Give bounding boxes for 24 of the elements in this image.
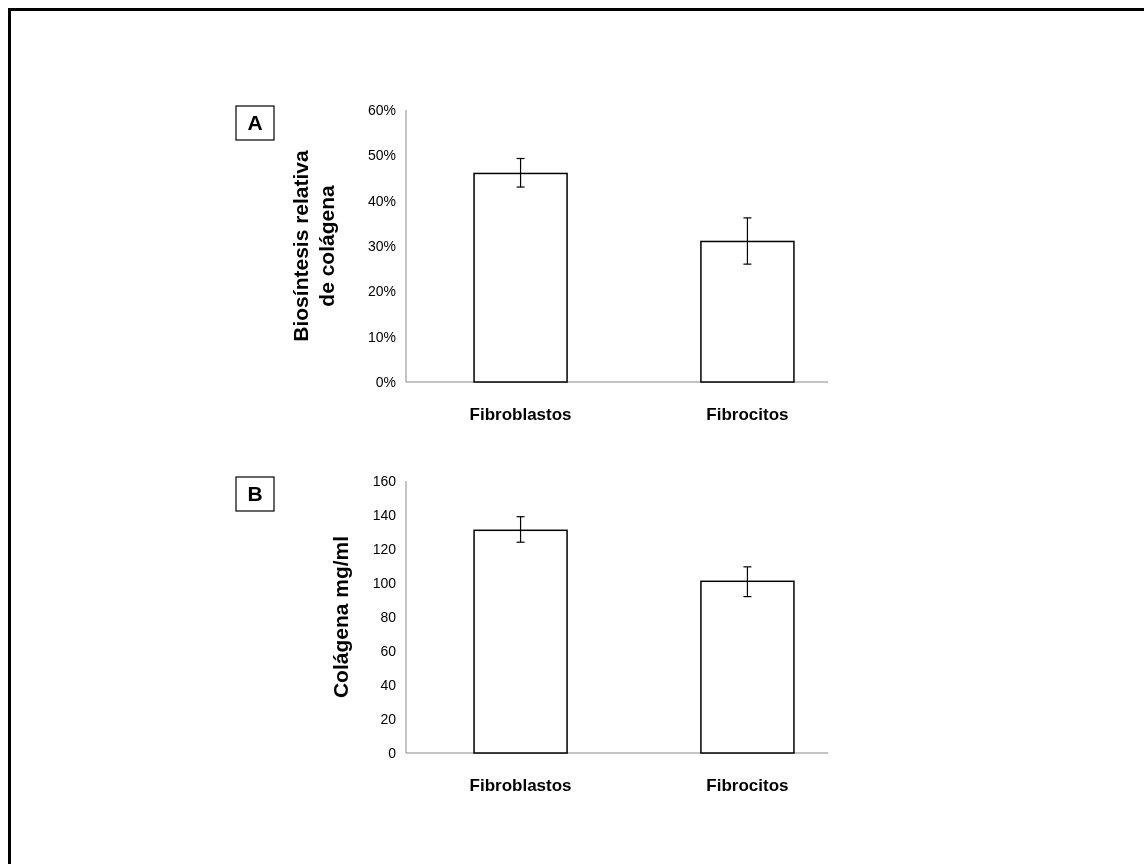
- y-tick-label: 80: [380, 608, 397, 625]
- y-tick-label: 40%: [367, 192, 396, 209]
- y-tick-label: 60%: [367, 101, 396, 118]
- text: A: [247, 111, 263, 134]
- y-axis-title: Colágena mg/ml: [329, 535, 352, 699]
- x-tick-label: Fibrocitos: [706, 405, 789, 424]
- y-tick-label: 10%: [367, 328, 396, 345]
- y-tick-label: 40: [380, 676, 397, 693]
- y-tick-label: 50%: [367, 147, 396, 164]
- y-tick-label: 0%: [375, 373, 396, 390]
- y-tick-label: 30%: [367, 237, 396, 254]
- y-tick-label: 100: [372, 574, 397, 591]
- y-tick-label: 160: [372, 472, 397, 489]
- y-tick-label: 140: [372, 506, 397, 523]
- y-tick-label: 60: [380, 642, 397, 659]
- x-tick-label: Fibrocitos: [706, 776, 789, 795]
- x-tick-label: Fibroblastos: [469, 776, 572, 795]
- y-tick-label: 120: [372, 540, 397, 557]
- y-axis-title: Biosíntesis relativa de colágena: [289, 149, 338, 342]
- y-tick-label: 0: [388, 744, 397, 761]
- y-tick-label: 20%: [367, 283, 396, 300]
- text: B: [247, 482, 263, 505]
- x-tick-label: Fibroblastos: [469, 405, 572, 424]
- y-tick-label: 20: [380, 710, 397, 727]
